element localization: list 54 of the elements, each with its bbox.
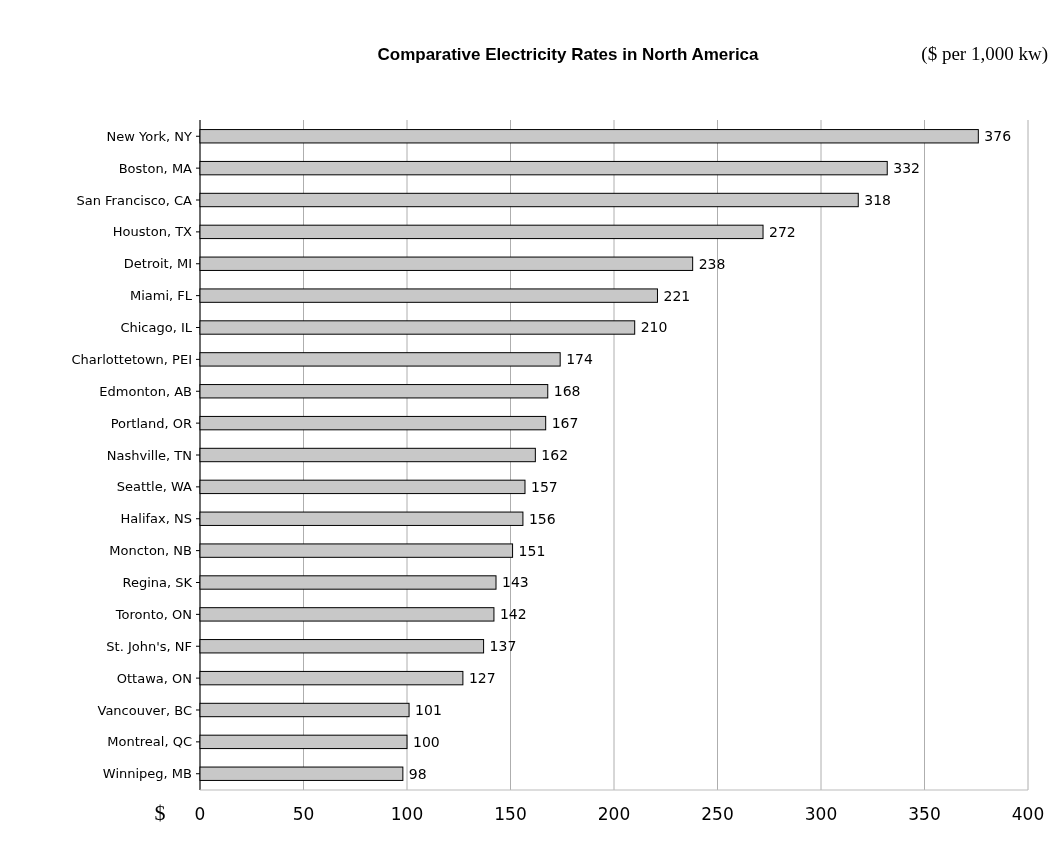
data-label: 127: [468, 670, 496, 687]
x-tick-label: 250: [701, 804, 734, 824]
y-tick-label: Charlottetown, PEI: [71, 351, 192, 367]
y-tick-label: Toronto, ON: [114, 606, 192, 622]
data-label: 376: [984, 128, 1012, 145]
chart-subtitle: ($ per 1,000 kw): [921, 43, 1048, 65]
y-tick-label: Portland, OR: [110, 415, 192, 431]
data-label: 151: [518, 542, 546, 559]
x-axis-title: $: [154, 800, 166, 825]
data-label: 101: [415, 701, 442, 718]
x-tick-label: 300: [804, 804, 838, 824]
data-label: 174: [566, 351, 593, 368]
y-tick-label: Halifax, NS: [120, 511, 192, 527]
y-tick-label: Houston, TX: [112, 224, 193, 240]
y-tick-label: Ottawa, ON: [116, 670, 192, 686]
data-label: 167: [551, 415, 579, 432]
data-label: 210: [640, 319, 668, 336]
data-label: 272: [769, 223, 796, 240]
y-tick-label: Chicago, IL: [120, 320, 193, 336]
chart-title: Comparative Electricity Rates in North America: [377, 45, 760, 64]
data-label: 157: [530, 478, 558, 495]
x-tick-label: 400: [1011, 804, 1045, 824]
y-tick-label: Nashville, TN: [106, 447, 192, 463]
data-label: 221: [663, 287, 691, 304]
x-tick-label: 0: [194, 804, 206, 824]
data-label: 156: [528, 510, 556, 527]
y-tick-label: St. John's, NF: [106, 638, 192, 654]
data-label: 332: [893, 160, 920, 177]
data-label: 143: [502, 574, 529, 591]
data-label: 142: [499, 606, 527, 623]
x-tick-label: 150: [494, 804, 527, 824]
data-label: 162: [541, 446, 569, 463]
y-tick-label: Winnipeg, MB: [102, 766, 192, 782]
data-label: 168: [553, 383, 581, 400]
y-tick-label: Seattle, WA: [116, 479, 193, 495]
y-tick-label: Regina, SK: [122, 575, 193, 591]
data-label: 137: [489, 638, 517, 655]
y-tick-label: New York, NY: [106, 128, 193, 144]
y-tick-label: Montreal, QC: [107, 734, 192, 750]
data-label: 98: [408, 765, 427, 782]
data-label: 238: [698, 255, 726, 272]
y-tick-label: Moncton, NB: [109, 543, 192, 559]
y-tick-label: San Francisco, CA: [76, 192, 193, 208]
x-tick-label: 200: [597, 804, 631, 824]
x-tick-label: 100: [390, 804, 424, 824]
y-tick-label: Miami, FL: [129, 288, 193, 304]
data-label: 318: [864, 191, 891, 208]
y-tick-label: Vancouver, BC: [97, 702, 192, 718]
y-tick-label: Edmonton, AB: [99, 383, 192, 399]
x-tick-label: 50: [292, 804, 315, 824]
data-label: 100: [413, 733, 440, 750]
y-tick-label: Boston, MA: [118, 160, 193, 176]
y-tick-label: Detroit, MI: [123, 256, 192, 272]
x-tick-label: 350: [908, 804, 941, 824]
